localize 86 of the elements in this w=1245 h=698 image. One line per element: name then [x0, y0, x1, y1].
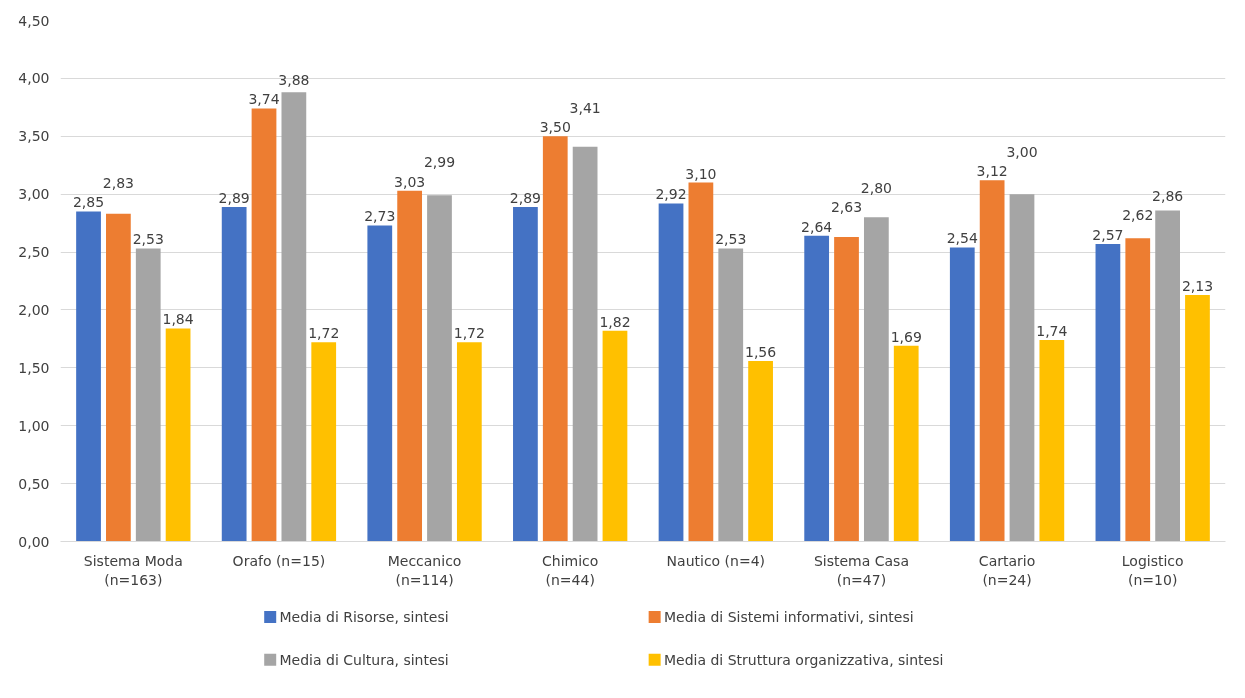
bar: [602, 330, 628, 542]
x-tick-label: Sistema Casa (n=47): [813, 552, 909, 588]
bar: [718, 248, 744, 542]
data-label: 3,10: [685, 165, 717, 182]
x-tick-label: Nautico (n=4): [666, 552, 766, 569]
data-label: 2,86: [1152, 188, 1184, 205]
bar: [1155, 210, 1180, 542]
x-tick-label: Chimico (n=44): [542, 552, 599, 588]
bar: [572, 146, 598, 542]
data-label: 2,62: [1122, 207, 1154, 224]
data-label: 1,56: [745, 343, 777, 360]
data-label: 3,74: [248, 91, 280, 108]
data-label: 2,53: [715, 231, 747, 248]
data-label: 2,99: [423, 154, 456, 171]
bar: [513, 206, 538, 542]
y-tick-label: 2,50: [18, 244, 50, 261]
y-tick-label: 2,00: [18, 301, 50, 318]
data-label: 2,63: [830, 199, 863, 216]
bar: [427, 195, 452, 542]
bar: [311, 342, 337, 542]
bar: [397, 190, 423, 542]
bar: [863, 217, 889, 542]
data-label: 2,13: [1181, 277, 1214, 294]
bar: [658, 203, 684, 542]
y-tick-label: 4,00: [18, 70, 50, 87]
data-label: 2,57: [1092, 226, 1124, 243]
bar: [76, 211, 101, 542]
data-label: 3,12: [976, 163, 1008, 180]
data-label: 2,64: [801, 218, 833, 235]
legend-label: Media di Cultura, sintesi: [279, 651, 449, 668]
bar: [688, 182, 714, 542]
bar: [221, 206, 247, 542]
bar: [979, 180, 1005, 542]
data-label: 2,83: [102, 175, 134, 192]
y-tick-label: 3,00: [18, 186, 50, 203]
y-tick-label: 4,50: [18, 12, 50, 29]
legend-label: Media di Sistemi informativi, sintesi: [663, 609, 914, 626]
bar: [281, 92, 307, 542]
bar: [367, 225, 393, 542]
data-label: 1,72: [453, 325, 485, 342]
y-tick-label: 1,00: [18, 417, 50, 434]
data-label: 1,69: [890, 328, 922, 345]
data-label: 3,41: [569, 99, 601, 116]
bar: [834, 237, 859, 542]
bar: [135, 248, 161, 542]
y-tick-label: 1,50: [18, 359, 50, 376]
y-tick-label: 0,50: [18, 475, 50, 492]
data-label: 3,50: [539, 119, 571, 136]
bar: [1039, 340, 1065, 542]
x-tick-label: Sistema Moda (n=163): [83, 552, 183, 588]
data-label: 3,00: [1006, 143, 1038, 160]
legend-label: Media di Risorse, sintesi: [279, 609, 449, 626]
data-label: 1,82: [599, 313, 631, 330]
bar: [748, 360, 773, 542]
data-label: 2,54: [946, 230, 978, 247]
x-tick-label: Cartario (n=24): [978, 552, 1036, 588]
bar: [165, 328, 191, 542]
x-tick-label: Meccanico (n=114): [387, 552, 462, 588]
data-label: 2,89: [509, 189, 541, 206]
bar: [456, 342, 482, 542]
data-label: 3,03: [394, 173, 426, 190]
data-label: 2,85: [72, 194, 105, 211]
x-tick-label: Orafo (n=15): [232, 552, 326, 569]
data-label: 2,73: [364, 208, 396, 225]
y-tick-label: 0,00: [18, 533, 50, 550]
bar: [1009, 194, 1035, 542]
bar: [1185, 294, 1210, 542]
bar: [893, 345, 919, 542]
data-label: 3,88: [278, 72, 310, 88]
data-label: 2,80: [860, 179, 892, 196]
data-label: 2,53: [132, 231, 164, 248]
bar: [804, 235, 830, 542]
data-label: 2,89: [218, 189, 250, 206]
data-label: 1,74: [1036, 322, 1068, 339]
legend-label: Media di Struttura organizzativa, sintesi: [663, 651, 944, 668]
data-label: 1,72: [308, 325, 340, 342]
bar: [106, 213, 131, 542]
y-tick-label: 3,50: [18, 128, 50, 145]
data-label: 1,84: [162, 311, 194, 328]
bar: [542, 136, 568, 542]
data-label: 2,92: [655, 186, 687, 203]
bar: [949, 247, 975, 542]
bar: [1095, 243, 1121, 542]
bar: [251, 108, 277, 542]
x-tick-label: Logistico (n=10): [1121, 552, 1184, 588]
bar: [1125, 238, 1151, 542]
